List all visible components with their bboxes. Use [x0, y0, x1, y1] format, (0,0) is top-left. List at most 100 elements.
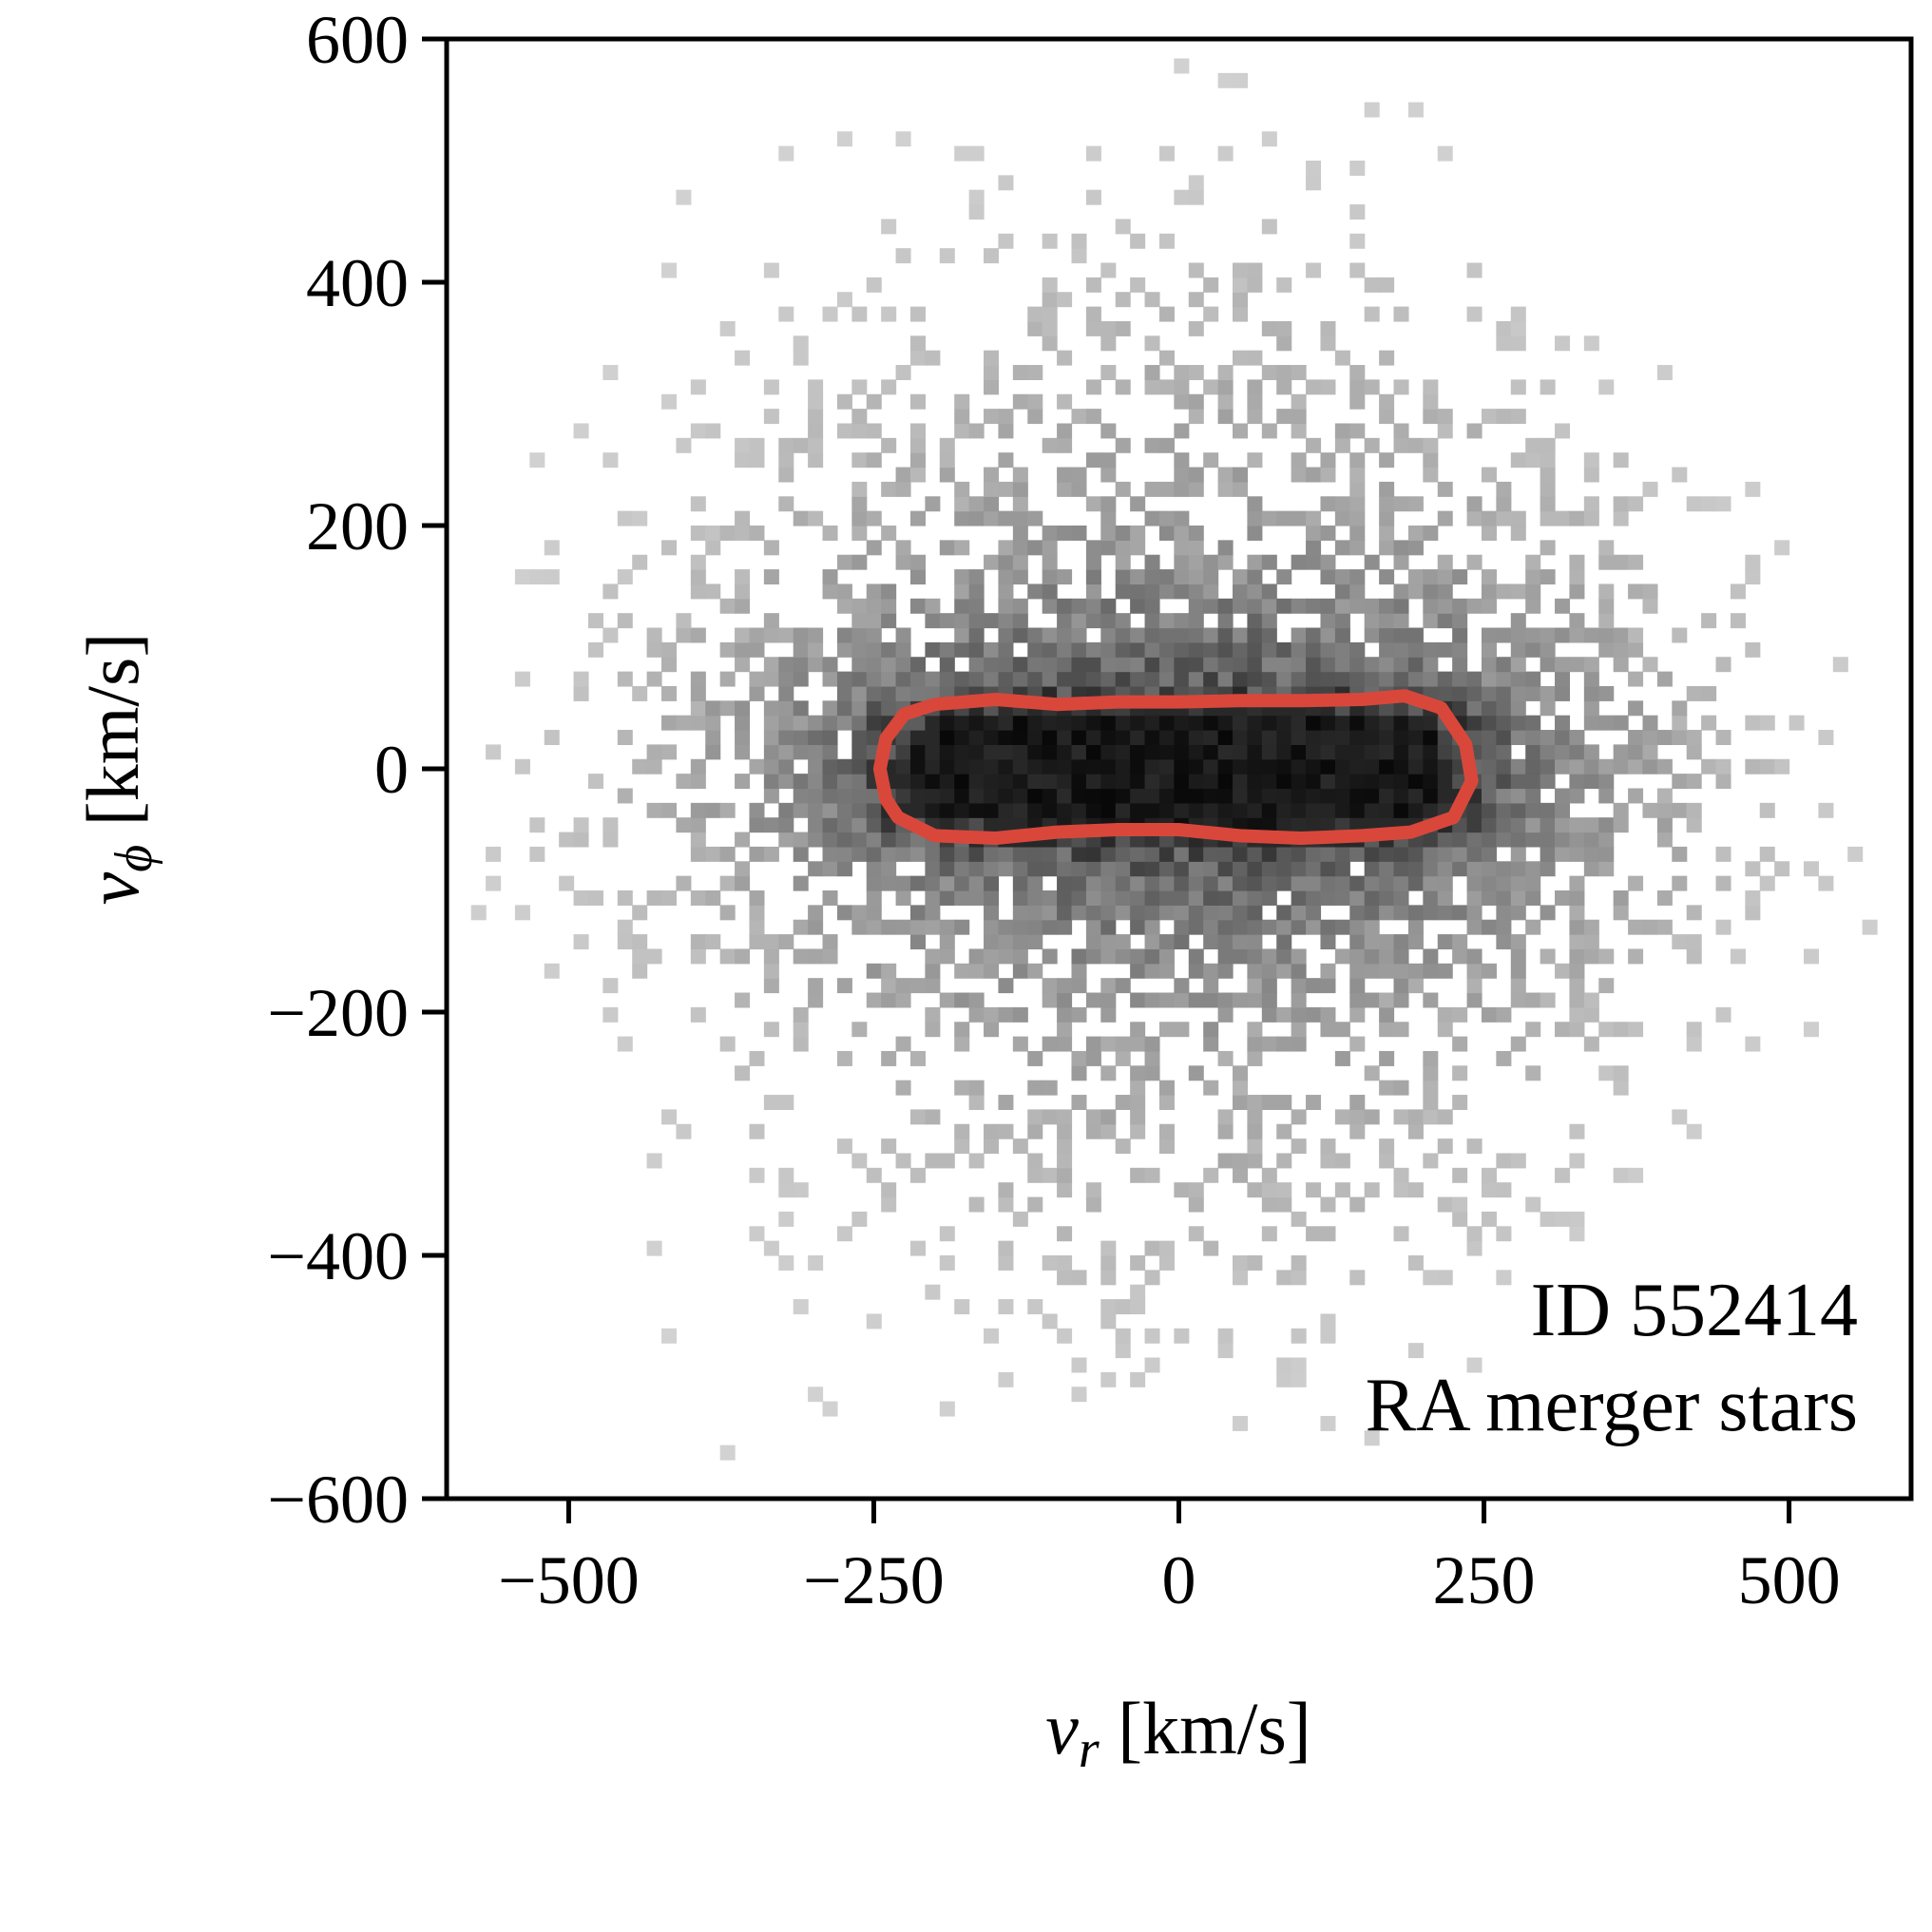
heatmap-cell [1569, 963, 1585, 979]
heatmap-cell [1115, 758, 1131, 775]
heatmap-cell [909, 905, 926, 921]
heatmap-cell [676, 715, 692, 731]
heatmap-cell [1115, 627, 1131, 643]
heatmap-cell [1100, 423, 1117, 439]
heatmap-cell [1100, 919, 1117, 935]
heatmap-cell [1569, 569, 1585, 585]
heatmap-cell [573, 890, 589, 906]
heatmap-cell [1027, 1050, 1043, 1066]
heatmap-cell [1569, 846, 1585, 862]
heatmap-cell [1334, 846, 1350, 862]
heatmap-cell [968, 730, 985, 745]
heatmap-cell [939, 992, 955, 1008]
heatmap-cell [1217, 890, 1234, 906]
heatmap-cell [1334, 715, 1350, 731]
heatmap-cell [1276, 657, 1292, 673]
heatmap-cell [1379, 1138, 1395, 1155]
heatmap-cell [1364, 613, 1380, 629]
heatmap-cell [793, 700, 809, 717]
heatmap-cell [1233, 627, 1249, 643]
heatmap-cell [1452, 657, 1468, 673]
heatmap-cell [1261, 423, 1277, 439]
heatmap-cell [1481, 409, 1497, 425]
heatmap-cell [1217, 393, 1234, 410]
heatmap-cell [998, 613, 1014, 629]
heatmap-cell [1276, 335, 1292, 352]
heatmap-cell [822, 306, 838, 322]
heatmap-cell [1144, 1270, 1160, 1286]
heatmap-cell [895, 1153, 911, 1169]
heatmap-cell [968, 963, 985, 979]
heatmap-cell [909, 730, 926, 745]
heatmap-cell [1130, 496, 1146, 512]
heatmap-cell [895, 467, 911, 483]
heatmap-cell [1100, 1255, 1117, 1271]
heatmap-cell [1247, 379, 1263, 395]
heatmap-cell [735, 657, 751, 673]
heatmap-cell [1115, 846, 1131, 862]
heatmap-cell [690, 379, 706, 395]
heatmap-cell [1158, 350, 1175, 366]
heatmap-cell [1085, 145, 1101, 162]
heatmap-cell [968, 641, 985, 658]
heatmap-cell [1334, 730, 1350, 745]
heatmap-cell [954, 1123, 970, 1139]
heatmap-cell [1085, 613, 1101, 629]
heatmap-cell [1233, 934, 1249, 950]
heatmap-cell [1100, 730, 1117, 745]
heatmap-cell [1672, 467, 1688, 483]
heatmap-cell [1334, 875, 1350, 891]
heatmap-cell [1583, 832, 1599, 848]
heatmap-cell [1466, 496, 1482, 512]
heatmap-cell [1233, 1270, 1249, 1286]
heatmap-cell [1423, 832, 1439, 848]
heatmap-cell [1437, 641, 1453, 658]
heatmap-cell [1759, 802, 1775, 818]
heatmap-cell [1042, 526, 1058, 541]
heatmap-cell [1540, 481, 1556, 497]
heatmap-cell [1407, 861, 1424, 877]
heatmap-cell [1174, 540, 1190, 556]
heatmap-cell [1042, 774, 1058, 790]
heatmap-cell [1247, 569, 1263, 585]
heatmap-cell [1144, 1050, 1160, 1066]
heatmap-cell [1057, 875, 1073, 891]
heatmap-cell [1583, 657, 1599, 673]
heatmap-cell [1158, 875, 1175, 891]
heatmap-cell [1276, 905, 1292, 921]
heatmap-cell [1057, 978, 1073, 994]
heatmap-cell [881, 1182, 897, 1198]
heatmap-cell [603, 627, 619, 643]
heatmap-cell [1247, 774, 1263, 790]
y-tick-label: 600 [306, 2, 409, 78]
heatmap-cell [793, 510, 809, 526]
heatmap-cell [1291, 409, 1307, 425]
heatmap-cell [793, 788, 809, 804]
heatmap-cell [1261, 613, 1277, 629]
heatmap-cell [1334, 1109, 1350, 1125]
heatmap-cell [866, 540, 882, 556]
heatmap-cell [954, 423, 970, 439]
heatmap-cell [1496, 335, 1512, 352]
heatmap-cell [1407, 715, 1424, 731]
heatmap-cell [1510, 963, 1526, 979]
heatmap-cell [808, 978, 824, 994]
heatmap-cell [822, 846, 838, 862]
heatmap-cell [1188, 875, 1204, 891]
heatmap-cell [1364, 627, 1380, 643]
heatmap-cell [1085, 1036, 1101, 1052]
heatmap-cell [1423, 1080, 1439, 1096]
heatmap-cell [939, 919, 955, 935]
heatmap-cell [808, 1387, 824, 1403]
heatmap-cell [514, 671, 530, 687]
heatmap-cell [1437, 1196, 1453, 1213]
heatmap-cell [1349, 641, 1366, 658]
heatmap-cell [1423, 1270, 1439, 1286]
heatmap-cell [1174, 189, 1190, 205]
heatmap-cell [1276, 1153, 1292, 1169]
heatmap-cell [1437, 788, 1453, 804]
heatmap-cell [1203, 978, 1219, 994]
heatmap-cell [749, 802, 765, 818]
heatmap-cell [1306, 861, 1322, 877]
heatmap-cell [998, 175, 1014, 191]
